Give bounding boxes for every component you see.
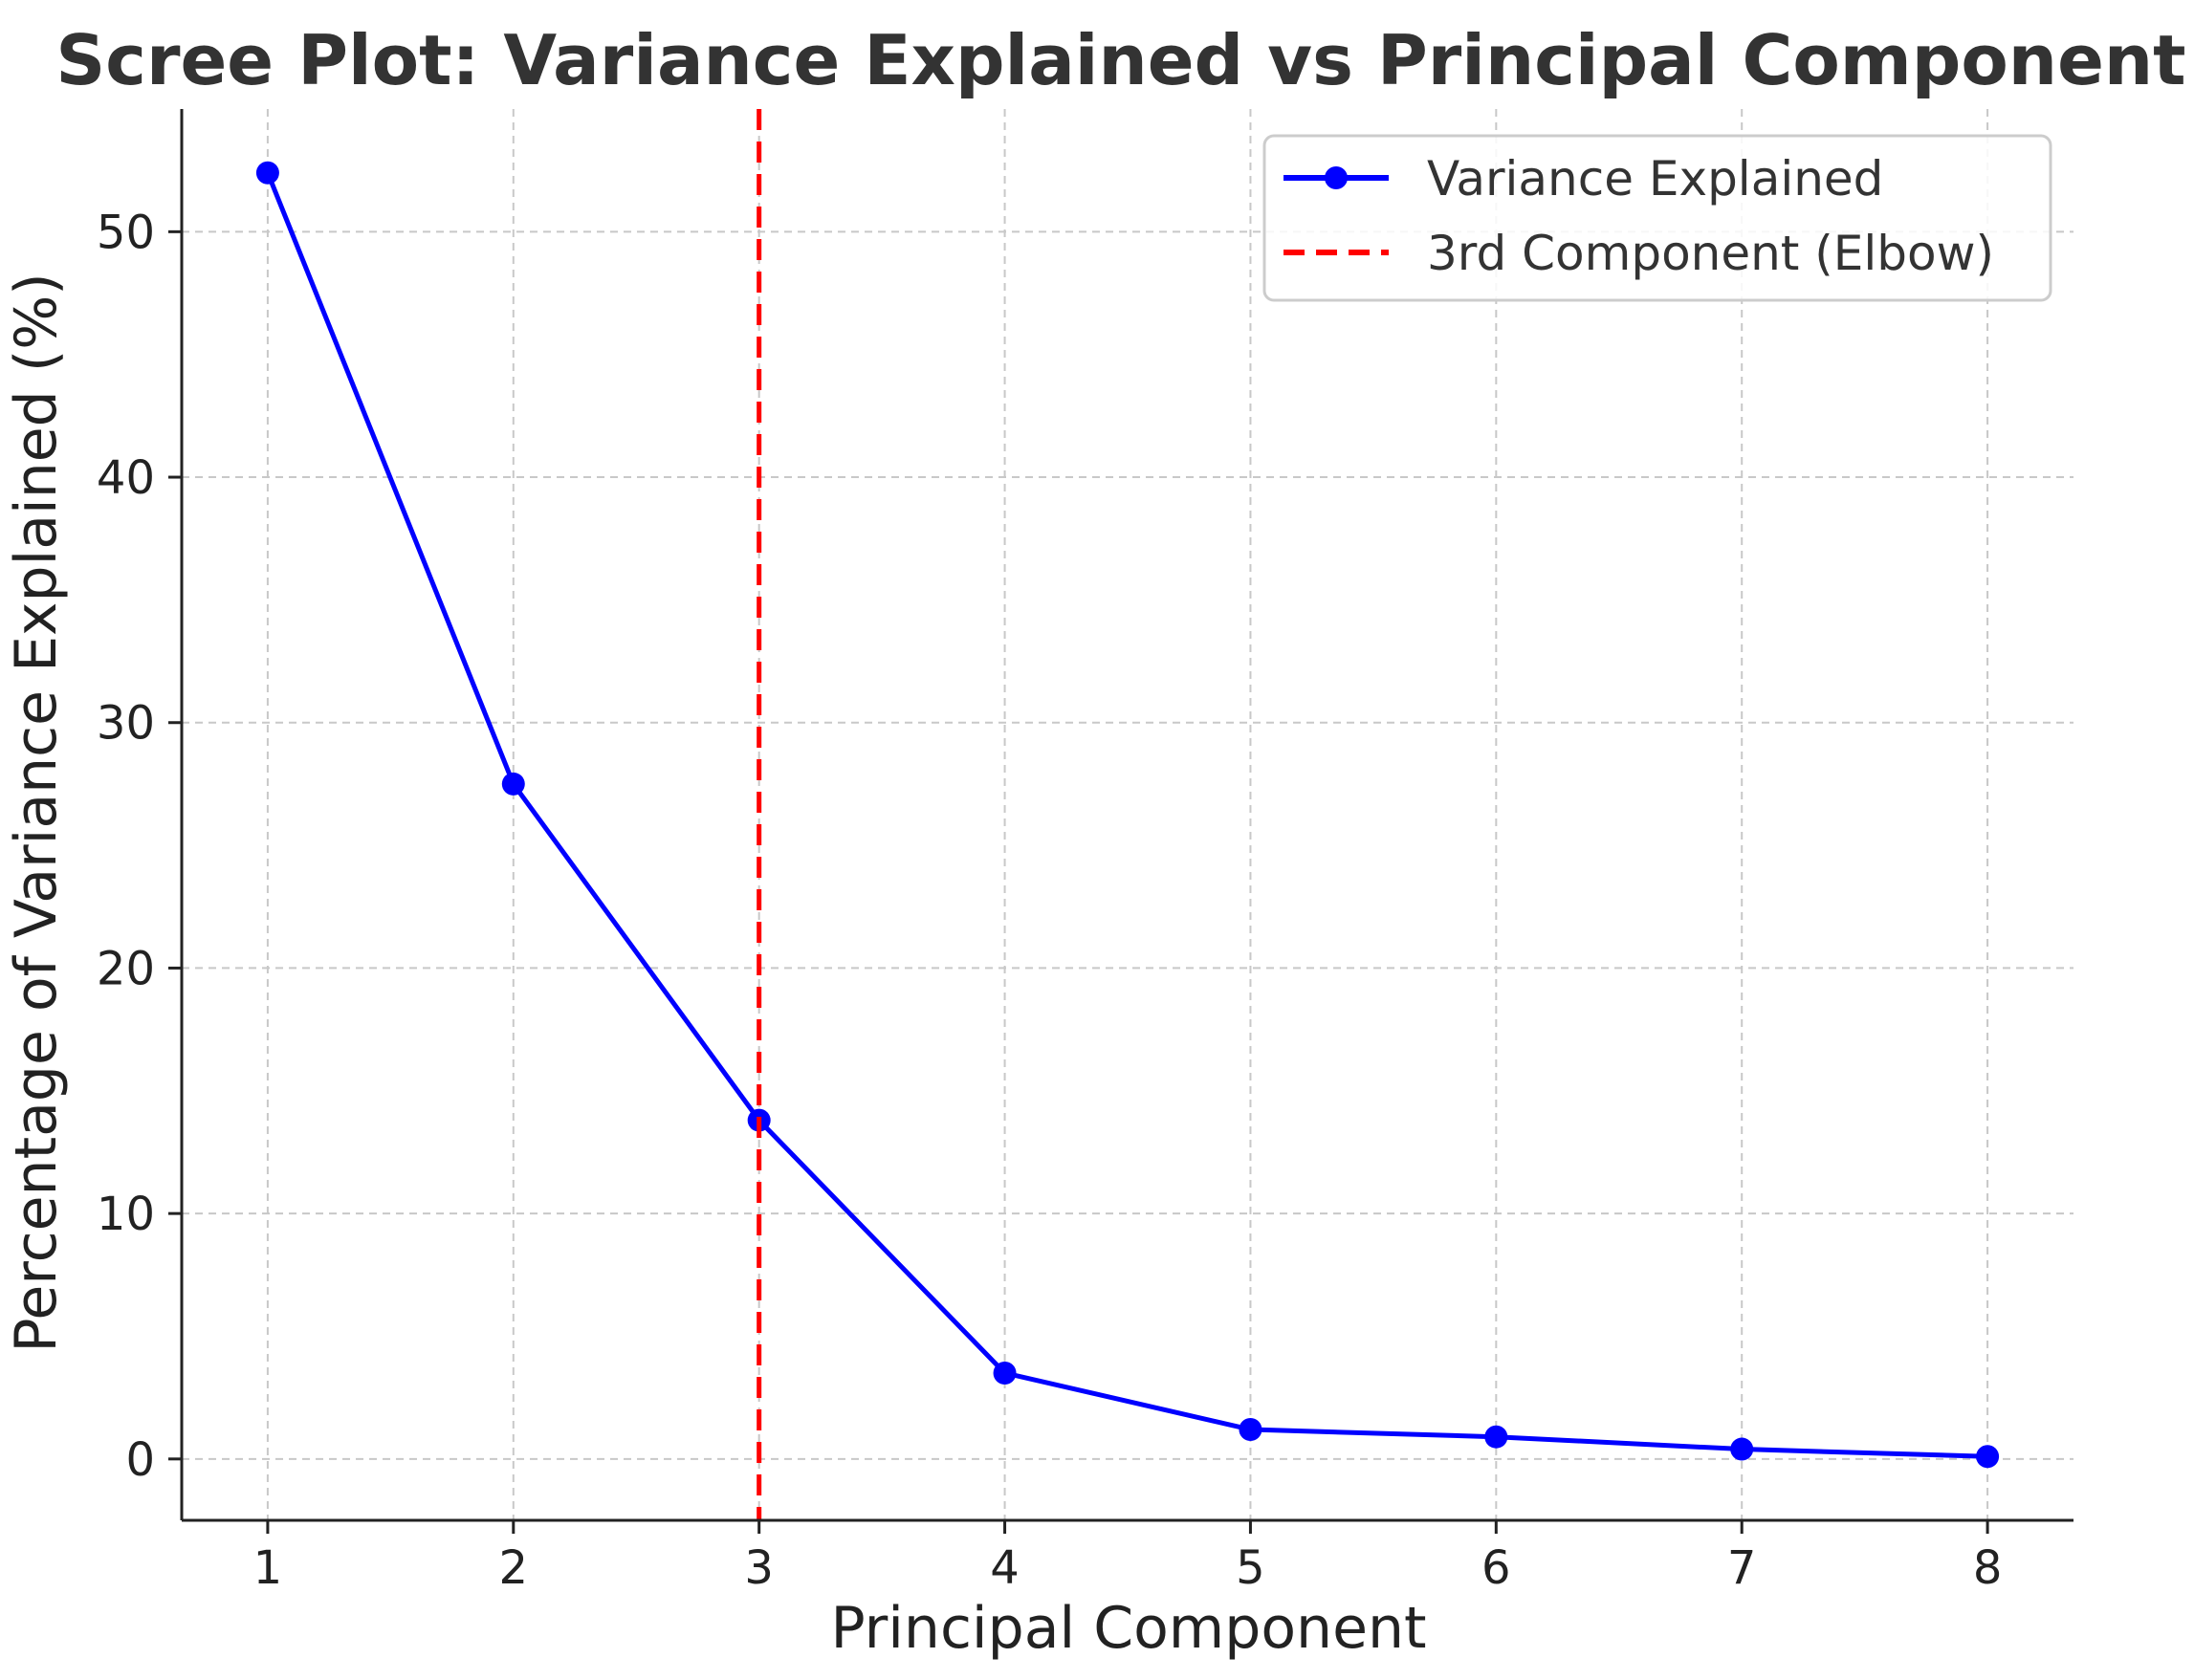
legend-box (1262, 134, 2052, 302)
series-layer (255, 161, 2000, 1469)
y-tick-label-30: 30 (97, 697, 155, 751)
ticks-layer: 1 2 3 4 5 6 7 8 0 10 20 30 40 50 (97, 206, 2002, 1595)
y-tick-label-40: 40 (97, 451, 155, 505)
x-tick-label-4: 4 (990, 1541, 1020, 1595)
x-tick-label-7: 7 (1727, 1541, 1757, 1595)
y-tick-label-10: 10 (97, 1188, 155, 1241)
legend-label-elbow: 3rd Component (Elbow) (1427, 226, 1994, 281)
y-tick-label-50: 50 (97, 206, 155, 259)
data-point-4 (993, 1361, 1017, 1385)
legend: Variance Explained 3rd Component (Elbow) (1262, 134, 2052, 302)
x-tick-label-5: 5 (1236, 1541, 1265, 1595)
y-tick-label-0: 0 (125, 1433, 155, 1487)
x-tick-label-8: 8 (1973, 1541, 2003, 1595)
x-axis-label: Principal Component (830, 1595, 1426, 1662)
y-tick-label-20: 20 (97, 942, 155, 995)
series-line-0 (265, 171, 1988, 1459)
axes-layer (180, 109, 2073, 1522)
grid-layer (182, 109, 2073, 1520)
legend-marker-variance (1325, 166, 1348, 189)
data-point-6 (1484, 1425, 1508, 1449)
x-tick-label-6: 6 (1481, 1541, 1511, 1595)
data-point-8 (1976, 1445, 2000, 1469)
x-tick-label-2: 2 (499, 1541, 529, 1595)
x-tick-label-3: 3 (744, 1541, 774, 1595)
data-point-5 (1239, 1418, 1262, 1442)
data-point-1 (255, 161, 279, 185)
data-point-7 (1730, 1437, 1754, 1461)
data-point-2 (501, 772, 525, 796)
x-tick-label-1: 1 (253, 1541, 283, 1595)
legend-label-variance: Variance Explained (1427, 151, 1883, 207)
chart-title: Scree Plot: Variance Explained vs Princi… (55, 20, 2185, 100)
y-axis-label: Percentage of Variance Explained (%) (3, 273, 70, 1352)
